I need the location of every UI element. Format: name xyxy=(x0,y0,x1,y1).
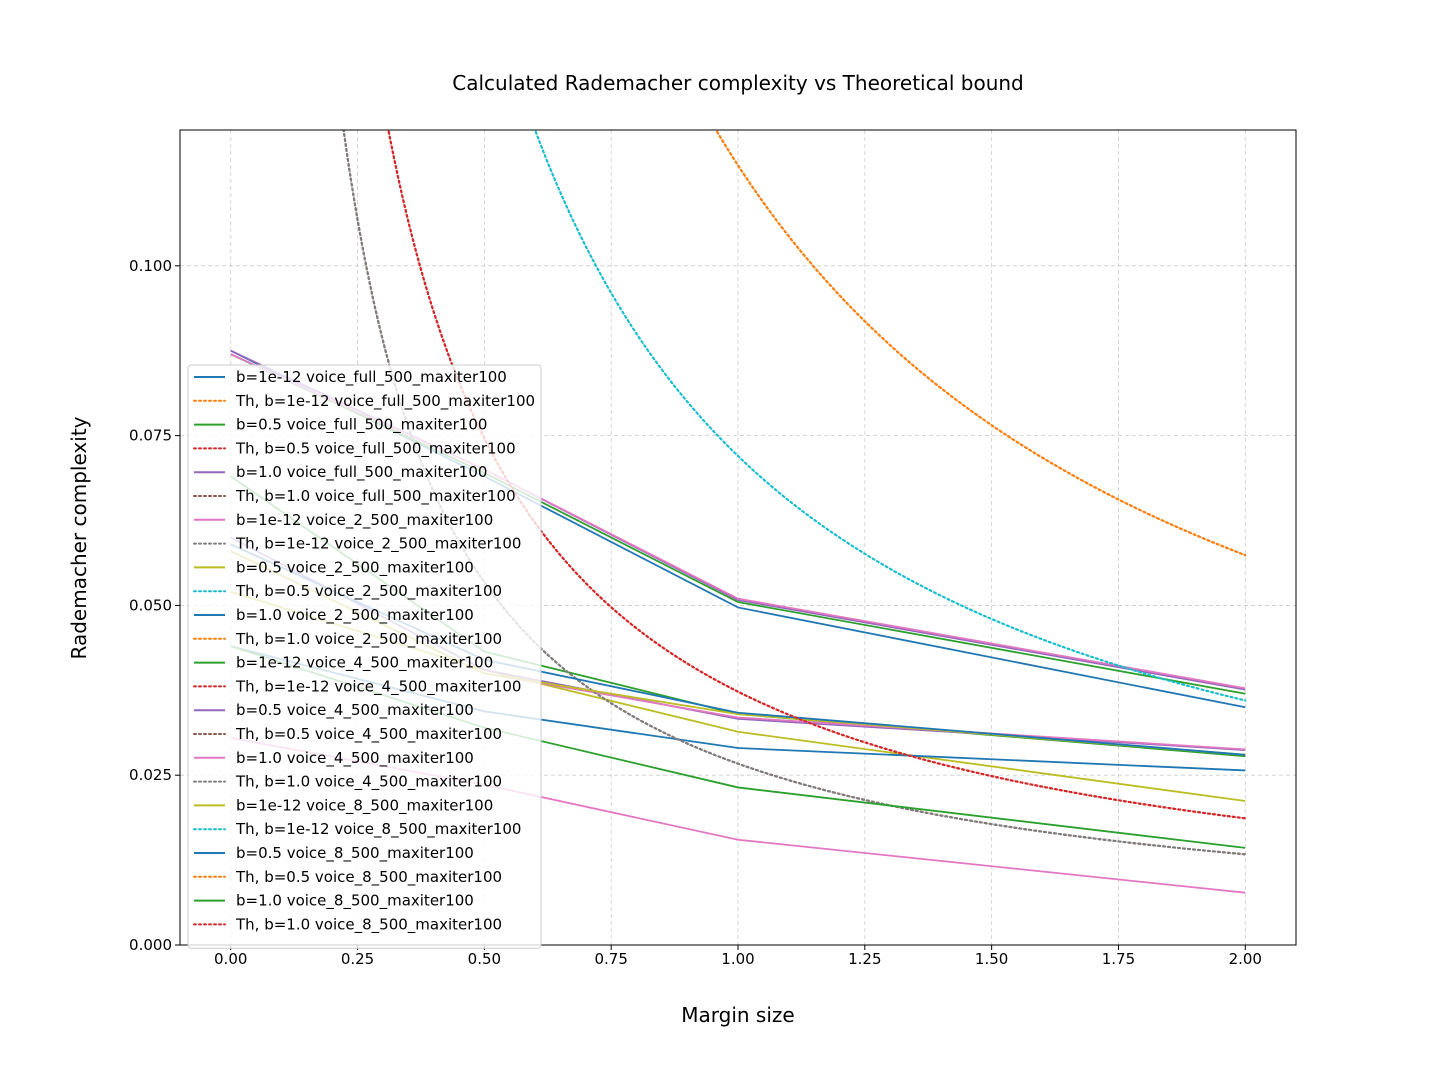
x-tick-label: 1.25 xyxy=(848,950,881,968)
x-tick-label: 0.75 xyxy=(594,950,627,968)
legend-label: Th, b=0.5 voice_full_500_maxiter100 xyxy=(235,439,516,458)
x-axis-title: Margin size xyxy=(681,1003,794,1027)
legend-label: b=0.5 voice_8_500_maxiter100 xyxy=(236,844,474,863)
x-tick-label: 0.00 xyxy=(214,950,247,968)
legend-label: Th, b=1e-12 voice_8_500_maxiter100 xyxy=(235,820,521,839)
legend-label: Th, b=0.5 voice_2_500_maxiter100 xyxy=(235,582,502,601)
y-tick-label: 0.075 xyxy=(129,427,172,445)
series-line-24 xyxy=(387,130,1247,820)
x-tick-label: 0.50 xyxy=(468,950,501,968)
x-tick-label: 0.25 xyxy=(341,950,374,968)
y-tick-label: 0.050 xyxy=(129,596,172,614)
legend-label: Th, b=1e-12 voice_2_500_maxiter100 xyxy=(235,535,521,554)
series-line-18 xyxy=(342,130,1247,856)
legend-label: Th, b=0.5 voice_8_500_maxiter100 xyxy=(235,868,502,887)
legend: b=1e-12 voice_full_500_maxiter100 Th, b=1… xyxy=(187,364,542,949)
legend-label: Th, b=1.0 voice_2_500_maxiter100 xyxy=(235,630,502,649)
legend-label: Th, b=0.5 voice_4_500_maxiter100 xyxy=(235,725,502,744)
legend-label: b=0.5 voice_2_500_maxiter100 xyxy=(236,558,474,577)
chart-title: Calculated Rademacher complexity vs Theo… xyxy=(452,71,1024,95)
legend-label: b=1.0 voice_2_500_maxiter100 xyxy=(236,606,474,625)
legend-label: b=1e-12 voice_8_500_maxiter100 xyxy=(236,796,493,815)
y-tick-label: 0.000 xyxy=(129,936,172,954)
y-axis-title: Rademacher complexity xyxy=(67,416,91,659)
series-line-20 xyxy=(534,130,1247,702)
legend-label: Th, b=1e-12 voice_full_500_maxiter100 xyxy=(235,392,535,411)
legend-label: b=1.0 voice_8_500_maxiter100 xyxy=(236,892,474,911)
legend-label: b=1e-12 voice_full_500_maxiter100 xyxy=(236,368,507,387)
y-tick-label: 0.025 xyxy=(129,766,172,784)
tick-layer: 0.00 0.25 0.50 0.75 1.00 1.25 1.50 1.75 2.00 0.00… xyxy=(129,257,1262,968)
x-tick-label: 1.75 xyxy=(1102,950,1135,968)
y-tick-label: 0.100 xyxy=(129,257,172,275)
legend-label: b=0.5 voice_full_500_maxiter100 xyxy=(236,416,487,435)
legend-label: Th, b=1.0 voice_4_500_maxiter100 xyxy=(235,773,502,792)
legend-label: Th, b=1e-12 voice_4_500_maxiter100 xyxy=(235,677,521,696)
x-tick-label: 1.50 xyxy=(975,950,1008,968)
legend-label: b=1e-12 voice_4_500_maxiter100 xyxy=(236,654,493,673)
legend-label: b=1.0 voice_full_500_maxiter100 xyxy=(236,463,487,482)
legend-label: Th, b=1.0 voice_full_500_maxiter100 xyxy=(235,487,516,506)
x-tick-label: 1.00 xyxy=(721,950,754,968)
legend-box xyxy=(187,364,542,949)
series-line-22 xyxy=(714,130,1247,557)
x-tick-label: 2.00 xyxy=(1229,950,1262,968)
legend-label: Th, b=1.0 voice_8_500_maxiter100 xyxy=(235,915,502,934)
legend-label: b=1e-12 voice_2_500_maxiter100 xyxy=(236,511,493,530)
legend-label: b=0.5 voice_4_500_maxiter100 xyxy=(236,701,474,720)
legend-label: b=1.0 voice_4_500_maxiter100 xyxy=(236,749,474,768)
